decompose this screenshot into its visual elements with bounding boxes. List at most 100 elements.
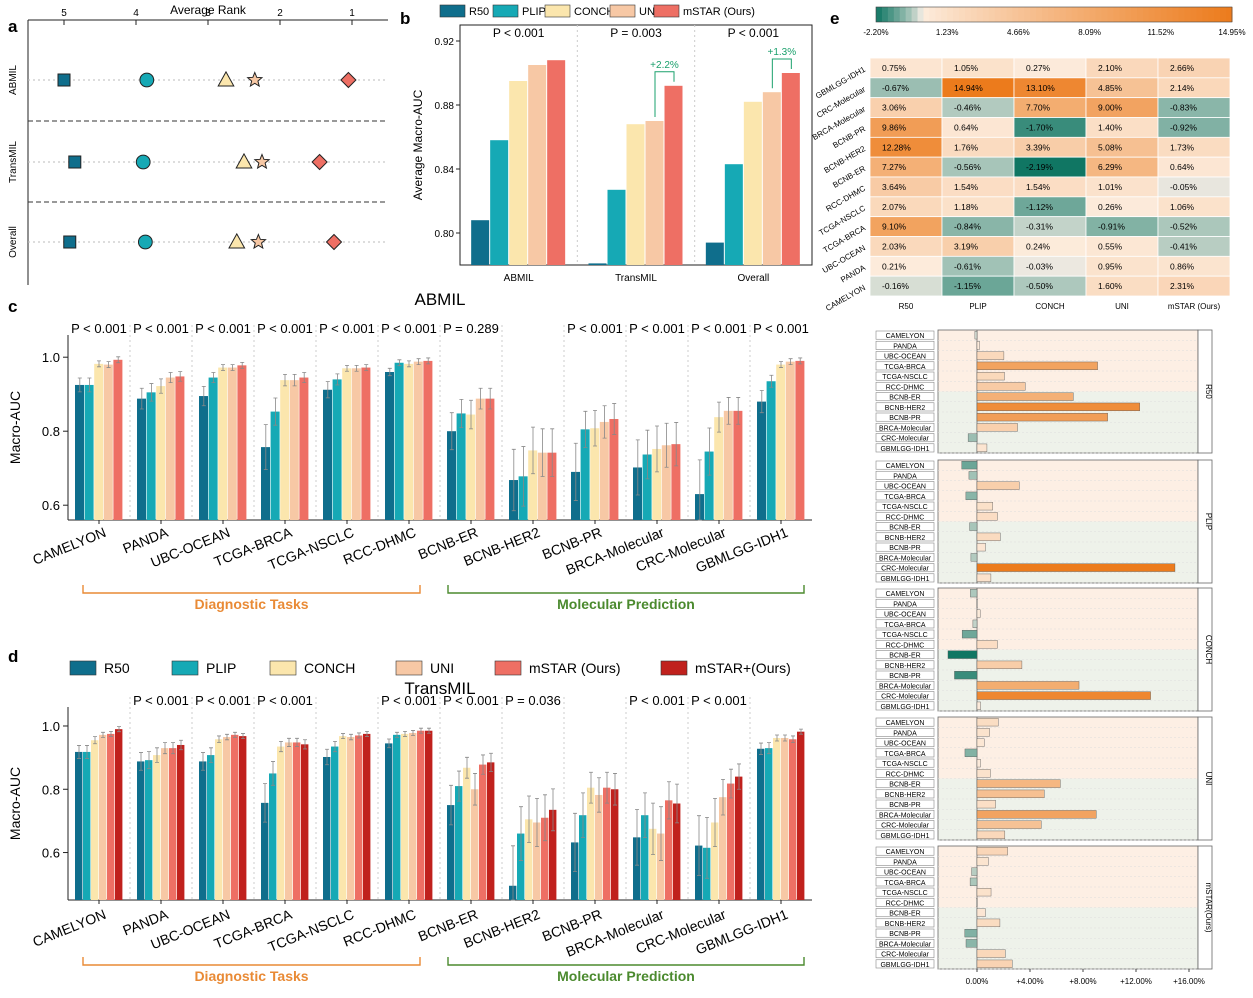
bars-value-bar bbox=[972, 619, 978, 629]
heatmap-cell-label: 0.24% bbox=[1026, 241, 1051, 251]
panel-b-bar-conch bbox=[509, 81, 528, 265]
panel-d-bar-conch bbox=[91, 740, 99, 900]
bars-task-label: CAMELYON bbox=[886, 849, 925, 856]
panel-d-error-bar bbox=[341, 733, 345, 740]
bars-task-label: BCNB-ER bbox=[889, 911, 921, 918]
panel-d-bar-mstar-ours bbox=[231, 734, 239, 900]
panel-d-bar-mstar-ours bbox=[735, 776, 743, 900]
bars-task-label: PANDA bbox=[893, 343, 917, 350]
bars-task-label: CRC-Molecular bbox=[881, 823, 930, 830]
colorbar-segment bbox=[976, 7, 984, 22]
bars-task-label-box bbox=[875, 670, 935, 680]
bars-value-bar bbox=[976, 609, 981, 618]
colorbar-segment bbox=[1202, 7, 1209, 22]
panel-d-error-bar bbox=[481, 754, 485, 775]
panel-c-error-bar bbox=[540, 428, 545, 477]
panel-c-pvalue: P < 0.001 bbox=[195, 321, 251, 336]
panel-d-bar-uni bbox=[533, 822, 541, 900]
heatmap-cell-label: 9.00% bbox=[1098, 103, 1123, 113]
panel-c-bar-conch bbox=[404, 363, 414, 520]
panel-c-error-bar bbox=[149, 383, 154, 402]
heatmap-cell-label: 2.66% bbox=[1170, 63, 1195, 73]
heatmap-cell-label: 2.31% bbox=[1170, 281, 1195, 291]
bars-value-bar bbox=[976, 898, 978, 907]
panel-d-pvalue: P < 0.001 bbox=[629, 693, 685, 708]
bars-value-bar bbox=[976, 830, 1006, 840]
panel-c-bar-uni bbox=[785, 361, 795, 520]
panel-d-error-bar bbox=[713, 797, 717, 848]
bars-task-label: CAMELYON bbox=[886, 333, 925, 340]
bars-task-label: UBC-OCEAN bbox=[884, 484, 926, 491]
panel-d-bar-mstar-ours bbox=[177, 744, 185, 900]
bars-task-label-box bbox=[875, 789, 935, 799]
colorbar-frame bbox=[875, 6, 1233, 23]
panel-c-bar-conch bbox=[218, 367, 228, 520]
panel-d-error-bar bbox=[217, 735, 221, 743]
bars-task-label-box bbox=[875, 701, 935, 711]
bars-task-label-box bbox=[875, 361, 935, 371]
panel-c-error-bar bbox=[469, 399, 473, 430]
panel-d-ytick-label: 0.6 bbox=[42, 846, 60, 861]
panel-d-bar-plip bbox=[765, 748, 773, 900]
panel-b-ytick-label: 0.84 bbox=[435, 165, 455, 176]
bars-task-label-box bbox=[875, 846, 935, 856]
panel-c-bar-uni bbox=[103, 364, 113, 520]
panel-d-error-bar bbox=[519, 806, 523, 861]
colorbar-segment bbox=[1143, 7, 1150, 22]
bars-task-label-box bbox=[875, 799, 935, 809]
panel-d-bar-r50 bbox=[447, 805, 455, 900]
panel-c-error-bar bbox=[211, 372, 216, 384]
heatmap-cell-label: 4.85% bbox=[1098, 83, 1123, 93]
panel-d-title: TransMIL bbox=[404, 679, 475, 698]
bars-panel-name: R50 bbox=[1204, 384, 1213, 399]
panel-c-error-bar bbox=[292, 374, 297, 387]
panel-d-bar-plip bbox=[269, 773, 277, 900]
panel-d-bar-r50 bbox=[757, 748, 765, 900]
panel-c-error-bar bbox=[769, 374, 774, 388]
panel-d-error-bar bbox=[163, 742, 167, 755]
panel-d-bar-mstar-ours bbox=[541, 817, 549, 900]
panel-d-error-bar bbox=[117, 726, 121, 733]
bars-task-label-box bbox=[875, 412, 935, 422]
panel-d-error-bar bbox=[675, 783, 679, 824]
panel-a-marker-uni bbox=[246, 71, 264, 88]
panel-a-marker-mstar-ours bbox=[311, 153, 328, 171]
panel-c-pvalue: P < 0.001 bbox=[133, 321, 189, 336]
panel-c-error-bar bbox=[168, 372, 173, 384]
bars-task-label: CAMELYON bbox=[886, 591, 925, 598]
panel-c-error-bar bbox=[759, 390, 764, 414]
heatmap-row-label: CAMELYON bbox=[824, 283, 867, 313]
bars-value-bar bbox=[976, 402, 1140, 412]
bars-task-label: BCNB-ER bbox=[889, 782, 921, 789]
heatmap-cell-label: -0.05% bbox=[1170, 182, 1197, 192]
panel-b-bar-r50 bbox=[705, 242, 724, 265]
colorbar-segment bbox=[1107, 7, 1114, 22]
bars-value-bar bbox=[976, 759, 981, 768]
panel-d-error-bar bbox=[387, 738, 391, 749]
bars-task-label-box bbox=[875, 629, 935, 639]
panel-d-bar-mstar-ours bbox=[611, 789, 619, 900]
colorbar-segment bbox=[1214, 7, 1221, 22]
bars-task-label-box bbox=[875, 402, 935, 412]
panel-d-error-bar bbox=[333, 741, 337, 753]
panel-c-bar-mstar-ours bbox=[237, 365, 247, 520]
panel-d-error-bar bbox=[171, 742, 175, 755]
panel-c-bar-mstar-ours bbox=[547, 452, 557, 520]
panel-a-marker-r50 bbox=[68, 155, 82, 169]
panel-d-bar-conch bbox=[711, 822, 719, 900]
panel-a-title: Average Rank bbox=[170, 3, 247, 17]
heatmap-cell-label: 1.06% bbox=[1170, 202, 1195, 212]
bars-value-bar bbox=[961, 630, 978, 639]
panel-c-error-bar bbox=[97, 360, 101, 368]
bars-value-bar bbox=[976, 563, 1176, 572]
panel-c-error-bar bbox=[201, 385, 206, 407]
panel-c-error-bar bbox=[674, 422, 679, 467]
bars-panel-name: UNI bbox=[1204, 772, 1213, 786]
panel-d-bar-plip bbox=[517, 833, 525, 900]
heatmap-column-label: R50 bbox=[899, 302, 914, 311]
panel-d-bar-conch bbox=[463, 767, 471, 900]
panel-b-bar-conch bbox=[743, 101, 762, 265]
bars-value-bar bbox=[976, 382, 1026, 391]
legend-d-swatch-r50 bbox=[69, 660, 97, 676]
panel-c-bar-plip bbox=[146, 392, 156, 520]
